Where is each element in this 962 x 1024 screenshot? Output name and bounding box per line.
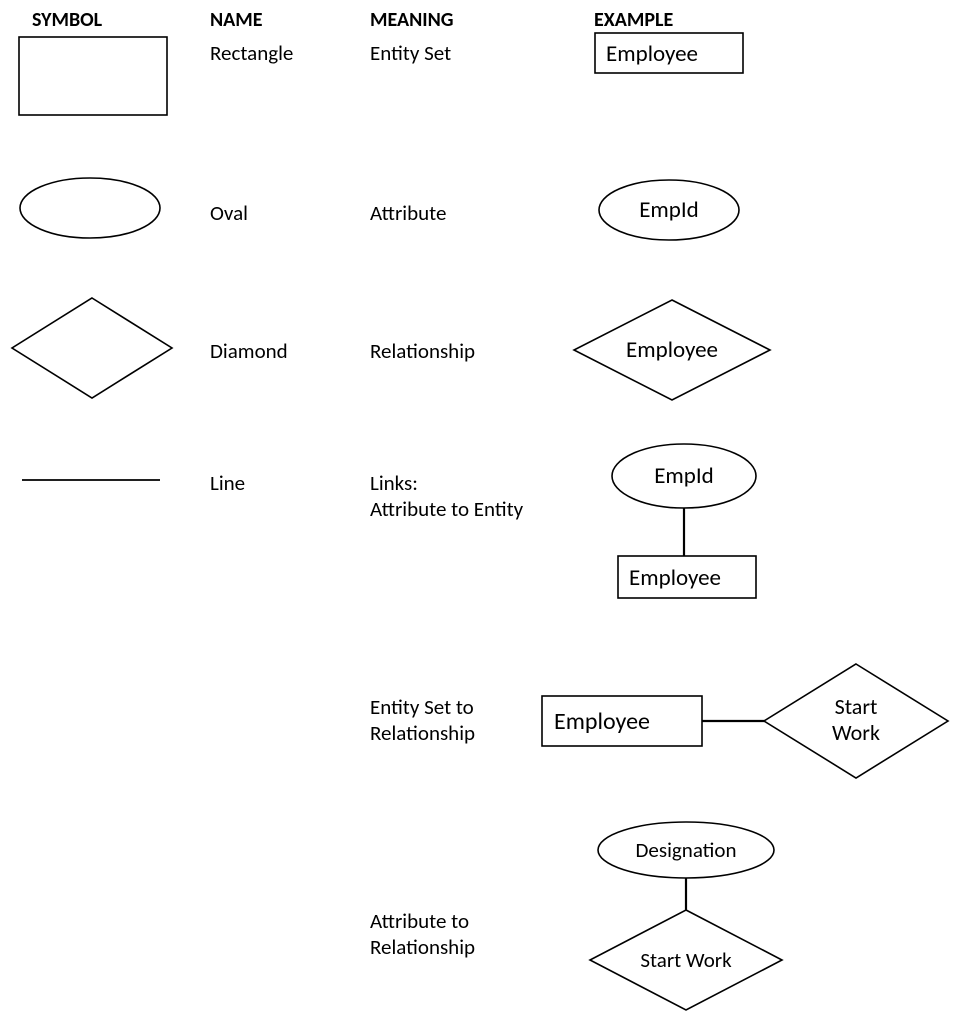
symbol-diamond — [10, 296, 180, 406]
name-rectangle: Rectangle — [210, 40, 293, 66]
header-name: NAME — [210, 8, 263, 32]
meaning-line-2: Attribute to Entity — [370, 496, 523, 522]
symbol-oval — [18, 176, 168, 246]
svg-text:Work: Work — [832, 719, 880, 746]
example-rectangle: Employee — [594, 32, 764, 82]
meaning-ent-rel-1: Entity Set to — [370, 694, 474, 720]
meaning-attr-rel-1: Attribute to — [370, 908, 469, 934]
meaning-attr-rel-2: Relationship — [370, 934, 475, 960]
example-attr-to-relationship: Designation Start Work — [576, 820, 836, 1020]
svg-text:Employee: Employee — [606, 40, 698, 68]
meaning-line-1: Links: — [370, 470, 418, 496]
header-meaning: MEANING — [370, 8, 454, 32]
symbol-line — [20, 470, 170, 490]
header-example: EXAMPLE — [594, 8, 673, 32]
meaning-oval: Attribute — [370, 200, 446, 226]
svg-text:Employee: Employee — [554, 707, 650, 736]
header-symbol: SYMBOL — [32, 8, 102, 32]
svg-text:EmpId: EmpId — [639, 196, 699, 224]
svg-text:Start: Start — [835, 693, 878, 720]
example-entity-to-relationship: Employee Start Work — [540, 660, 960, 790]
example-line-attr-entity: EmpId Employee — [594, 442, 794, 622]
svg-text:Employee: Employee — [626, 336, 718, 364]
svg-text:Designation: Designation — [636, 837, 737, 863]
meaning-rectangle: Entity Set — [370, 40, 451, 66]
svg-text:Start Work: Start Work — [640, 947, 732, 973]
example-oval: EmpId — [594, 178, 764, 248]
meaning-ent-rel-2: Relationship — [370, 720, 475, 746]
name-line: Line — [210, 470, 245, 496]
er-symbol-legend: SYMBOL NAME MEANING EXAMPLE Rectangle En… — [0, 0, 962, 1024]
name-diamond: Diamond — [210, 338, 288, 364]
svg-text:EmpId: EmpId — [654, 462, 714, 490]
name-oval: Oval — [210, 200, 248, 226]
example-diamond: Employee — [570, 298, 780, 408]
symbol-rectangle — [18, 36, 168, 126]
meaning-diamond: Relationship — [370, 338, 475, 364]
svg-text:Employee: Employee — [629, 564, 721, 592]
